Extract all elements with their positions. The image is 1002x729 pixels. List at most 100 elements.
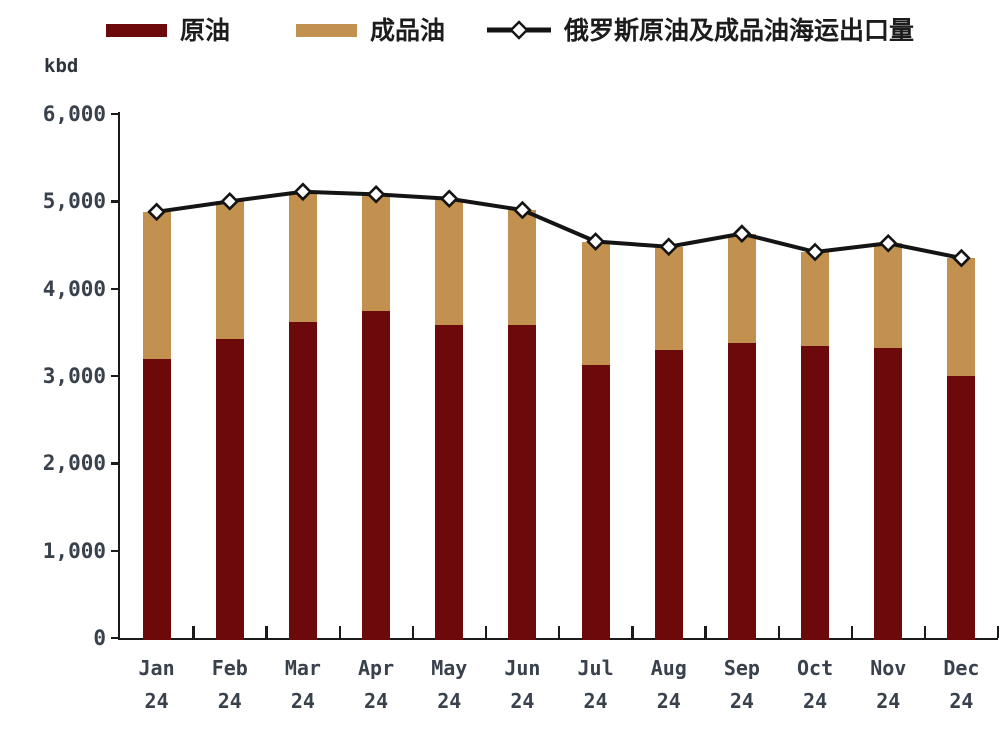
bar-crude bbox=[654, 349, 683, 640]
x-tick-mark bbox=[631, 626, 634, 638]
diamond-marker bbox=[732, 224, 752, 243]
x-category-label: Oct 24 bbox=[778, 658, 852, 711]
bar-products bbox=[142, 211, 171, 360]
y-tick-label: 0 bbox=[93, 626, 106, 650]
bar-products bbox=[947, 258, 976, 376]
bar-products bbox=[801, 251, 830, 347]
diamond-marker bbox=[147, 202, 166, 222]
bar-products bbox=[508, 210, 537, 326]
x-tick-mark bbox=[265, 626, 268, 638]
x-label-month: Oct bbox=[797, 656, 834, 680]
y-tick-mark bbox=[111, 375, 120, 378]
diamond-marker bbox=[952, 248, 971, 268]
x-label-month: Jul bbox=[577, 656, 614, 680]
x-label-year: 24 bbox=[510, 689, 535, 713]
line-diamond-swatch bbox=[487, 20, 551, 40]
x-label-month: Apr bbox=[358, 656, 395, 680]
bar-crude bbox=[142, 359, 171, 640]
legend-label-exports-line: 俄罗斯原油及成品油海运出口量 bbox=[564, 15, 915, 45]
y-tick-label: 2,000 bbox=[42, 451, 106, 476]
bar-products bbox=[654, 246, 683, 350]
x-label-month: May bbox=[431, 656, 468, 680]
x-category-label: Jan 24 bbox=[120, 658, 194, 711]
crude-swatch bbox=[106, 23, 167, 37]
y-tick-label: 5,000 bbox=[42, 189, 106, 214]
exports-line bbox=[156, 189, 962, 261]
y-tick-mark bbox=[111, 113, 120, 116]
x-tick-mark bbox=[338, 626, 341, 638]
bar-crude bbox=[215, 339, 244, 640]
legend-label-products: 成品油 bbox=[370, 15, 446, 45]
y-tick-mark bbox=[111, 637, 120, 640]
bar-crude bbox=[727, 342, 756, 640]
diamond-marker bbox=[586, 232, 605, 251]
bar-crude bbox=[801, 346, 830, 640]
diamond-marker bbox=[366, 185, 386, 204]
x-category-label: Sep 24 bbox=[705, 658, 779, 711]
diamond-marker bbox=[293, 182, 313, 202]
x-label-year: 24 bbox=[437, 689, 462, 713]
x-label-month: Dec bbox=[943, 656, 980, 680]
x-category-label: Dec 24 bbox=[924, 658, 998, 711]
x-category-label: Apr 24 bbox=[339, 658, 413, 711]
x-tick-mark bbox=[558, 626, 561, 638]
x-label-month: Feb bbox=[211, 656, 248, 680]
y-tick-mark bbox=[111, 462, 120, 465]
bar-products bbox=[581, 241, 610, 365]
x-tick-mark bbox=[192, 626, 195, 638]
legend-item-crude: 原油 bbox=[106, 13, 230, 47]
bar-products bbox=[362, 194, 391, 312]
x-category-label: Nov 24 bbox=[851, 658, 925, 711]
bar-products bbox=[215, 201, 244, 340]
x-label-month: Nov bbox=[870, 656, 907, 680]
bar-products bbox=[288, 191, 317, 322]
legend-item-exports-line: 俄罗斯原油及成品油海运出口量 bbox=[487, 13, 914, 47]
x-tick-mark bbox=[923, 626, 927, 638]
bar-crude bbox=[947, 376, 976, 640]
x-label-year: 24 bbox=[876, 689, 901, 713]
x-category-label: Jul 24 bbox=[559, 658, 633, 711]
diamond-marker bbox=[439, 189, 459, 209]
bar-products bbox=[874, 243, 903, 349]
x-label-month: Aug bbox=[650, 656, 687, 680]
bar-crude bbox=[581, 364, 610, 640]
bar-products bbox=[435, 198, 464, 326]
x-label-year: 24 bbox=[729, 689, 754, 713]
x-tick-mark bbox=[997, 626, 1000, 638]
bar-crude bbox=[435, 325, 464, 640]
y-tick-label: 1,000 bbox=[42, 538, 106, 563]
bar-crude bbox=[874, 348, 903, 640]
x-label-year: 24 bbox=[583, 689, 608, 713]
x-category-label: Feb 24 bbox=[193, 658, 267, 711]
legend-label-crude: 原油 bbox=[180, 15, 231, 45]
bar-crude bbox=[288, 321, 317, 640]
legend-item-products: 成品油 bbox=[296, 13, 445, 47]
x-label-year: 24 bbox=[949, 689, 974, 713]
x-label-month: Jan bbox=[138, 656, 175, 680]
x-category-label: Aug 24 bbox=[632, 658, 706, 711]
y-axis-line bbox=[118, 112, 121, 639]
x-label-year: 24 bbox=[217, 689, 242, 713]
x-tick-mark bbox=[484, 626, 488, 638]
x-label-month: Mar bbox=[284, 656, 321, 680]
diamond-marker bbox=[513, 200, 532, 220]
bar-crude bbox=[508, 325, 537, 640]
bar-products bbox=[727, 233, 756, 343]
x-category-label: May 24 bbox=[412, 658, 486, 711]
y-axis-unit-label: kbd bbox=[44, 55, 79, 77]
x-label-month: Jun bbox=[504, 656, 541, 680]
x-axis-line bbox=[118, 638, 998, 641]
diamond-marker bbox=[805, 242, 825, 262]
y-tick-label: 6,000 bbox=[42, 102, 106, 126]
y-tick-label: 4,000 bbox=[42, 276, 106, 301]
y-tick-label: 3,000 bbox=[42, 364, 106, 388]
x-tick-mark bbox=[850, 626, 854, 638]
y-tick-mark bbox=[111, 549, 120, 553]
y-tick-mark bbox=[111, 200, 120, 203]
x-tick-mark bbox=[411, 626, 415, 638]
x-label-year: 24 bbox=[144, 689, 169, 713]
x-label-year: 24 bbox=[290, 689, 315, 713]
bar-crude bbox=[362, 311, 391, 640]
diamond-marker bbox=[659, 237, 679, 257]
